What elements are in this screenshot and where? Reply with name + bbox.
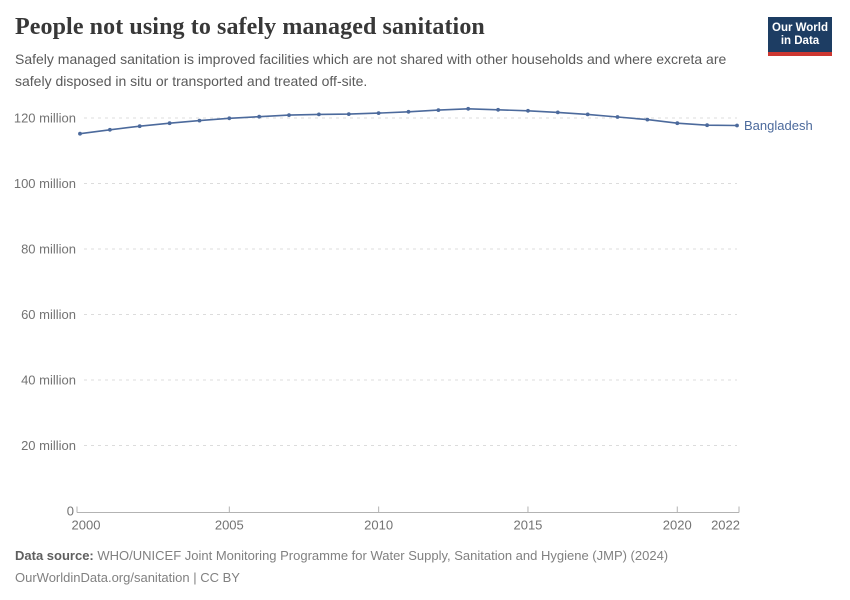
data-point-2016[interactable] [555,110,560,115]
license-line: OurWorldinData.org/sanitation | CC BY [15,570,240,585]
data-point-2008[interactable] [317,112,321,117]
owid-logo-text-line2: in Data [780,35,820,47]
data-point-2004[interactable] [197,118,202,123]
data-point-2015[interactable] [526,108,530,113]
y-axis-tick-label: 120 million [14,111,76,126]
x-axis-tick-label: 2005 [215,518,244,533]
data-point-2011[interactable] [406,109,411,114]
data-point-2021[interactable] [705,123,709,128]
data-point-2022[interactable] [735,123,739,128]
x-axis-tick-label: 2010 [364,518,393,533]
chart-subtitle: Safely managed sanitation is improved fa… [15,51,727,89]
data-point-2010[interactable] [376,111,381,115]
x-axis-tick-label: 2020 [663,518,692,533]
data-point-2012[interactable] [436,108,441,112]
data-source-text: WHO/UNICEF Joint Monitoring Programme fo… [97,548,669,563]
data-point-2014[interactable] [496,107,500,112]
chart-header: People not using to safely managed sanit… [15,14,760,92]
data-point-2018[interactable] [615,115,620,119]
data-point-2000[interactable] [78,131,82,136]
y-axis-tick-label: 40 million [21,373,76,388]
owid-logo-text-line1: Our World [772,22,829,34]
data-point-2005[interactable] [227,116,232,121]
y-axis-tick-label: 100 million [14,176,76,191]
data-point-2013[interactable] [466,106,471,111]
y-axis-tick-label: 0 [67,504,74,519]
data-point-2007[interactable] [287,113,291,117]
data-point-2017[interactable] [585,112,590,117]
page-title: People not using to safely managed sanit… [15,14,485,40]
data-source-line: Data source: WHO/UNICEF Joint Monitoring… [15,545,668,567]
data-point-2001[interactable] [108,127,112,132]
data-point-2009[interactable] [346,112,351,116]
owid-logo[interactable]: Our World in Data [768,17,832,56]
data-point-2002[interactable] [137,124,142,129]
x-axis-tick-label: 2022 [711,518,740,533]
data-point-2006[interactable] [257,114,262,119]
x-axis-tick-label: 2000 [72,518,101,533]
x-axis-tick-label: 2015 [513,518,542,533]
data-point-2020[interactable] [675,121,680,126]
data-point-2019[interactable] [645,117,650,122]
data-source-label: Data source: [15,548,94,563]
y-axis-tick-label: 60 million [21,307,76,322]
entity-label-bangladesh: Bangladesh [744,118,813,133]
y-axis-tick-label: 20 million [21,438,76,453]
y-axis-tick-label: 80 million [21,242,76,257]
chart-footer: Data source: WHO/UNICEF Joint Monitoring… [15,545,668,589]
data-point-2003[interactable] [167,121,172,126]
